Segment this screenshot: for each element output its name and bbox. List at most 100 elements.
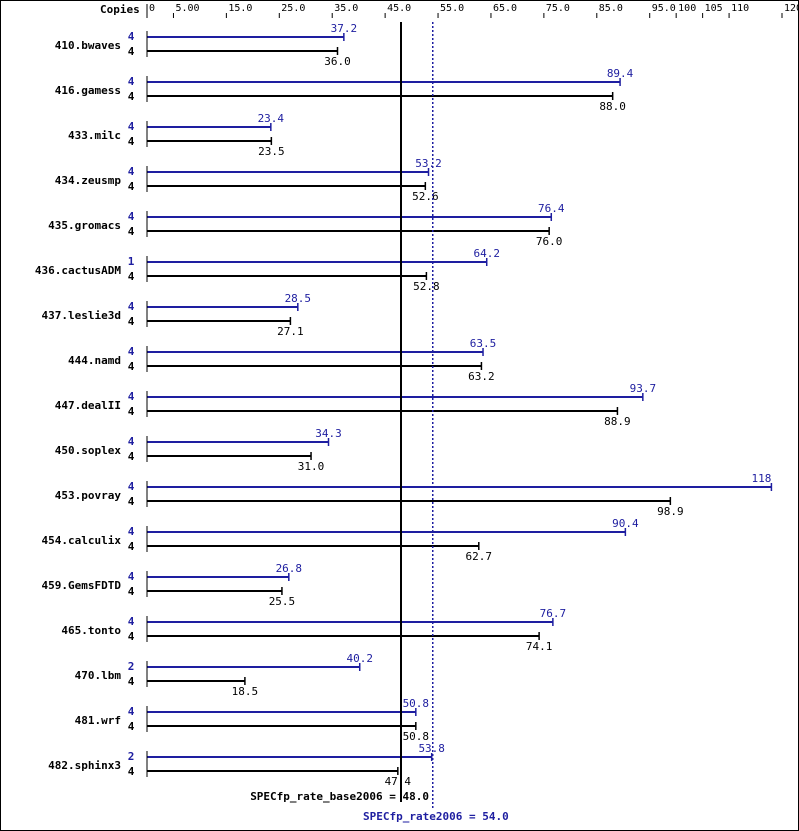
base-copies-label: 4 <box>128 180 135 193</box>
x-tick-label: 100 <box>678 3 696 14</box>
base-value-label: 98.9 <box>657 505 684 518</box>
x-tick-label: 65.0 <box>493 3 517 14</box>
base-copies-label: 4 <box>128 585 135 598</box>
x-tick-label: 85.0 <box>599 3 623 14</box>
x-tick-label: 5.00 <box>175 3 199 14</box>
peak-value-label: 76.4 <box>538 202 565 215</box>
base-value-label: 52.8 <box>413 280 440 293</box>
x-tick-label: 105 <box>705 3 723 14</box>
peak-value-label: 26.8 <box>276 562 303 575</box>
peak-copies-label: 4 <box>128 300 135 313</box>
base-copies-label: 4 <box>128 765 135 778</box>
peak-copies-label: 4 <box>128 705 135 718</box>
benchmark-label: 481.wrf <box>75 714 121 727</box>
base-value-label: 18.5 <box>232 685 259 698</box>
benchmark-label: 459.GemsFDTD <box>42 579 122 592</box>
x-tick-label: 25.0 <box>281 3 305 14</box>
peak-copies-label: 4 <box>128 435 135 448</box>
peak-copies-label: 4 <box>128 345 135 358</box>
base-value-label: 47.4 <box>385 775 412 788</box>
peak-copies-label: 1 <box>128 255 135 268</box>
peak-value-label: 93.7 <box>630 382 657 395</box>
base-copies-label: 4 <box>128 270 135 283</box>
peak-copies-label: 4 <box>128 75 135 88</box>
base-copies-label: 4 <box>128 45 135 58</box>
base-copies-label: 4 <box>128 225 135 238</box>
base-value-label: 63.2 <box>468 370 495 383</box>
x-axis: 0 5.00 15.0 25.0 35.0 45.0 55.0 65.0 75.0 85.0 95.… <box>146 3 799 18</box>
x-tick-label: 75.0 <box>546 3 570 14</box>
peak-value-label: 28.5 <box>285 292 312 305</box>
peak-value-label: 90.4 <box>612 517 639 530</box>
base-copies-label: 4 <box>128 90 135 103</box>
base-value-label: 31.0 <box>298 460 325 473</box>
base-reference-label: SPECfp_rate_base2006 = 48.0 <box>250 790 429 803</box>
x-tick-label: 35.0 <box>334 3 358 14</box>
base-value-label: 52.6 <box>412 190 439 203</box>
base-value-label: 36.0 <box>324 55 351 68</box>
base-value-label: 23.5 <box>258 145 285 158</box>
base-value-label: 27.1 <box>277 325 304 338</box>
base-copies-label: 4 <box>128 495 135 508</box>
peak-reference-label: SPECfp_rate2006 = 54.0 <box>363 810 509 823</box>
benchmark-label: 454.calculix <box>42 534 122 547</box>
benchmark-label: 465.tonto <box>61 624 121 637</box>
benchmark-label: 444.namd <box>68 354 121 367</box>
x-tick-label: 95.0 <box>652 3 676 14</box>
peak-value-label: 63.5 <box>470 337 497 350</box>
peak-value-label: 118 <box>752 472 772 485</box>
benchmark-label: 450.soplex <box>55 444 122 457</box>
peak-copies-label: 4 <box>128 120 135 133</box>
benchmark-label: 436.cactusADM <box>35 264 121 277</box>
base-value-label: 62.7 <box>466 550 493 563</box>
base-copies-label: 4 <box>128 360 135 373</box>
peak-value-label: 37.2 <box>331 22 358 35</box>
x-tick-label: 55.0 <box>440 3 464 14</box>
peak-copies-label: 4 <box>128 615 135 628</box>
base-copies-label: 4 <box>128 720 135 733</box>
benchmark-label: 453.povray <box>55 489 122 502</box>
base-copies-label: 4 <box>128 630 135 643</box>
peak-copies-label: 4 <box>128 525 135 538</box>
peak-copies-label: 4 <box>128 165 135 178</box>
benchmark-label: 434.zeusmp <box>55 174 122 187</box>
base-copies-label: 4 <box>128 450 135 463</box>
base-value-label: 25.5 <box>269 595 296 608</box>
peak-copies-label: 4 <box>128 480 135 493</box>
x-tick-label: 110 <box>731 3 749 14</box>
base-value-label: 50.8 <box>403 730 430 743</box>
peak-value-label: 53.2 <box>415 157 442 170</box>
benchmark-label: 416.gamess <box>55 84 121 97</box>
peak-value-label: 53.8 <box>418 742 445 755</box>
base-value-label: 74.1 <box>526 640 553 653</box>
x-tick-label: 15.0 <box>228 3 252 14</box>
peak-value-label: 34.3 <box>315 427 342 440</box>
peak-copies-label: 4 <box>128 210 135 223</box>
benchmark-label: 447.dealII <box>55 399 121 412</box>
bars: 410.bwaves 4 37.2 4 36.0 416.gamess 4 89.4 4 88.0… <box>35 22 773 788</box>
base-copies-label: 4 <box>128 405 135 418</box>
peak-copies-label: 2 <box>128 660 135 673</box>
peak-value-label: 76.7 <box>540 607 567 620</box>
benchmark-label: 433.milc <box>68 129 121 142</box>
base-value-label: 88.9 <box>604 415 631 428</box>
base-copies-label: 4 <box>128 135 135 148</box>
reference-lines: SPECfp_rate_base2006 = 48.0 SPECfp_rate20… <box>250 22 509 823</box>
peak-copies-label: 4 <box>128 30 135 43</box>
base-value-label: 88.0 <box>599 100 626 113</box>
peak-value-label: 89.4 <box>607 67 634 80</box>
peak-value-label: 50.8 <box>403 697 430 710</box>
base-copies-label: 4 <box>128 315 135 328</box>
benchmark-label: 482.sphinx3 <box>48 759 121 772</box>
peak-copies-label: 2 <box>128 750 135 763</box>
copies-header: Copies <box>100 3 140 16</box>
benchmark-label: 470.lbm <box>75 669 122 682</box>
peak-value-label: 40.2 <box>346 652 373 665</box>
peak-copies-label: 4 <box>128 390 135 403</box>
x-tick-label: 120 <box>784 3 799 14</box>
peak-copies-label: 4 <box>128 570 135 583</box>
x-tick-label: 45.0 <box>387 3 411 14</box>
